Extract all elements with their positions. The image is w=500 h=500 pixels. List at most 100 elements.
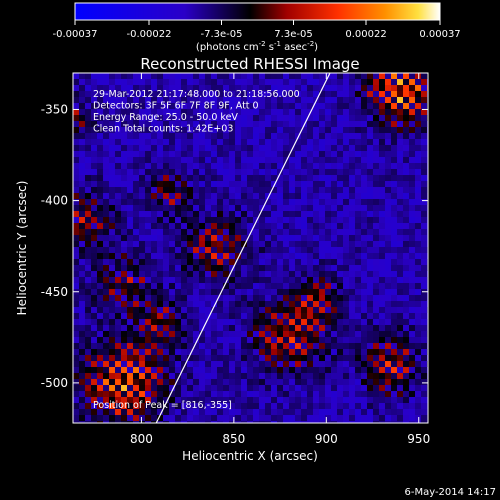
heatmap-cell (373, 361, 380, 368)
heatmap-cell (91, 229, 98, 236)
heatmap-cell (313, 241, 320, 248)
heatmap-cell (349, 367, 356, 374)
heatmap-cell (325, 283, 332, 290)
heatmap-cell (103, 367, 110, 374)
heatmap-cell (265, 295, 272, 302)
heatmap-cell (205, 409, 212, 416)
heatmap-cell (193, 337, 200, 344)
heatmap-cell (397, 73, 404, 80)
heatmap-cell (133, 187, 140, 194)
heatmap-cell (73, 169, 80, 176)
heatmap-cell (295, 355, 302, 362)
heatmap-cell (127, 409, 134, 416)
heatmap-cell (349, 295, 356, 302)
heatmap-cell (283, 115, 290, 122)
heatmap-cell (373, 367, 380, 374)
heatmap-cell (265, 79, 272, 86)
heatmap-cell (385, 223, 392, 230)
heatmap-cell (73, 157, 80, 164)
heatmap-cell (163, 91, 170, 98)
heatmap-cell (295, 121, 302, 128)
heatmap-cell (307, 85, 314, 92)
heatmap-cell (277, 115, 284, 122)
heatmap-cell (415, 355, 422, 362)
heatmap-cell (271, 241, 278, 248)
heatmap-cell (271, 193, 278, 200)
heatmap-cell (247, 349, 254, 356)
heatmap-cell (253, 277, 260, 284)
heatmap-cell (97, 313, 104, 320)
heatmap-cell (385, 289, 392, 296)
heatmap-cell (355, 355, 362, 362)
heatmap-cell (163, 229, 170, 236)
heatmap-cell (361, 319, 368, 326)
heatmap-cell (391, 361, 398, 368)
heatmap-cell (397, 79, 404, 86)
heatmap-cell (253, 313, 260, 320)
heatmap-cell (241, 115, 248, 122)
heatmap-cell (289, 325, 296, 332)
heatmap-cell (73, 319, 80, 326)
heatmap-cell (391, 397, 398, 404)
heatmap-cell (337, 409, 344, 416)
heatmap-cell (169, 151, 176, 158)
heatmap-cell (121, 259, 128, 266)
heatmap-cell (259, 397, 266, 404)
heatmap-cell (271, 325, 278, 332)
heatmap-cell (349, 415, 356, 422)
heatmap-cell (349, 205, 356, 212)
heatmap-cell (91, 73, 98, 80)
heatmap-cell (229, 397, 236, 404)
heatmap-cell (337, 295, 344, 302)
x-tick-label: 850 (222, 432, 245, 446)
heatmap-cell (421, 349, 428, 356)
heatmap-cell (229, 277, 236, 284)
heatmap-cell (91, 211, 98, 218)
heatmap-cell (343, 229, 350, 236)
heatmap-cell (355, 295, 362, 302)
heatmap-cell (355, 319, 362, 326)
heatmap-cell (79, 301, 86, 308)
heatmap-cell (307, 265, 314, 272)
heatmap-cell (229, 313, 236, 320)
heatmap-cell (151, 241, 158, 248)
heatmap-cell (319, 271, 326, 278)
heatmap-cell (109, 373, 116, 380)
heatmap-cell (391, 391, 398, 398)
heatmap-cell (277, 163, 284, 170)
heatmap-cell (277, 109, 284, 116)
heatmap-cell (301, 79, 308, 86)
heatmap-cell (325, 397, 332, 404)
heatmap-cell (319, 73, 326, 80)
heatmap-cell (385, 349, 392, 356)
heatmap-cell (283, 199, 290, 206)
heatmap-cell (151, 355, 158, 362)
heatmap-cell (211, 295, 218, 302)
heatmap-cell (193, 187, 200, 194)
heatmap-cell (271, 379, 278, 386)
heatmap-cell (73, 229, 80, 236)
heatmap-cell (355, 73, 362, 80)
heatmap-cell (127, 175, 134, 182)
heatmap-cell (391, 325, 398, 332)
heatmap-cell (283, 229, 290, 236)
heatmap-cell (361, 349, 368, 356)
heatmap-cell (151, 199, 158, 206)
heatmap-cell (361, 187, 368, 194)
heatmap-cell (409, 301, 416, 308)
heatmap-cell (253, 319, 260, 326)
heatmap-cell (391, 379, 398, 386)
heatmap-cell (217, 121, 224, 128)
heatmap-cell (223, 241, 230, 248)
heatmap-cell (109, 409, 116, 416)
heatmap-cell (259, 127, 266, 134)
heatmap-cell (187, 115, 194, 122)
heatmap-cell (349, 277, 356, 284)
heatmap-cell (277, 211, 284, 218)
heatmap-cell (421, 97, 428, 104)
heatmap-cell (301, 163, 308, 170)
heatmap-cell (349, 271, 356, 278)
heatmap-cell (319, 397, 326, 404)
heatmap-cell (187, 421, 194, 423)
heatmap-cell (391, 235, 398, 242)
